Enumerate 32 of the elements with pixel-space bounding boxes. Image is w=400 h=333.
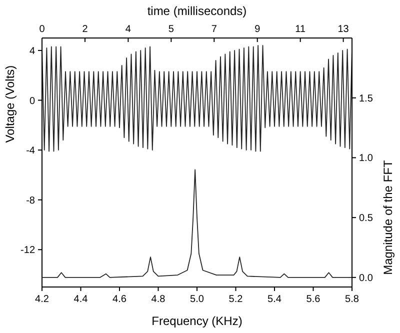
line-series [42, 45, 352, 152]
y-tick-label: -8 [26, 195, 36, 206]
y-tick-label: 0 [29, 96, 36, 107]
x-tick-label: 9 [254, 24, 261, 35]
y-tick-label: 1.0 [359, 153, 374, 164]
x-tick-label: 5.4 [268, 294, 282, 305]
x-tick-label: 5.8 [345, 294, 360, 305]
x-tick-label: 11 [295, 24, 306, 35]
x-tick-label: 4 [125, 24, 132, 35]
x-tick-label: 5.6 [306, 294, 321, 305]
x-tick-label: 4.4 [74, 294, 88, 305]
y-tick-label: 4 [29, 46, 36, 57]
y-axis-title: Magnitude of the FFT [381, 160, 395, 275]
x-tick-label: 7 [211, 24, 218, 35]
x-axis-title: time (milliseconds) [147, 4, 247, 18]
y-tick-label: -4 [26, 146, 36, 157]
y-axis-title: Voltage (Volts) [3, 65, 17, 143]
x-tick-label: 4.2 [35, 294, 50, 305]
x-tick-label: 5 [168, 24, 174, 35]
x-tick-label: 5.0 [190, 294, 204, 305]
y-tick-label: 0.5 [359, 213, 374, 224]
x-tick-label: 13 [338, 24, 350, 35]
x-tick-label: 4.6 [112, 294, 127, 305]
x-tick-label: 5.2 [228, 294, 244, 305]
y-tick-label: 1.5 [359, 93, 374, 104]
x-tick-label: 4.8 [151, 294, 166, 305]
line-series [42, 169, 352, 278]
x-tick-label: 2 [82, 24, 88, 35]
x-tick-label: 0 [39, 24, 46, 35]
x-axis-title: Frequency (KHz) [152, 314, 242, 328]
y-tick-label: -12 [20, 245, 36, 256]
y-tick-label: 0.0 [359, 272, 374, 284]
